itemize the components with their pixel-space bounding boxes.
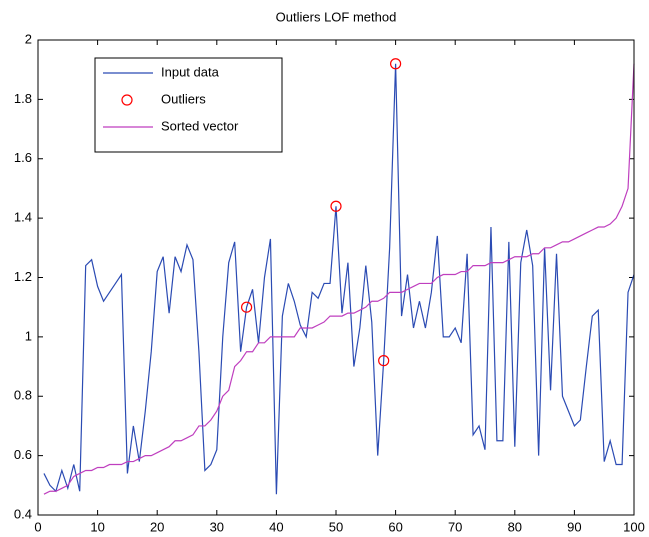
x-tick-label: 70	[448, 519, 462, 534]
line-series	[43, 63, 635, 495]
x-tick-label: 60	[388, 519, 402, 534]
y-tick-label: 0.8	[14, 388, 32, 403]
y-tick-label: 2	[25, 31, 32, 46]
outlier-marker	[241, 301, 253, 313]
x-tick-label: 50	[329, 519, 343, 534]
y-tick-label: 1.6	[14, 150, 32, 165]
x-tick-label: 90	[567, 519, 581, 534]
x-tick-label: 10	[90, 519, 104, 534]
legend-label: Sorted vector	[161, 118, 239, 133]
y-tick-label: 1.2	[14, 269, 32, 284]
x-tick-label: 40	[269, 519, 283, 534]
legend-label: Input data	[161, 64, 220, 79]
x-tick-label: 100	[623, 519, 645, 534]
legend-label: Outliers	[161, 91, 206, 106]
y-tick-label: 1.4	[14, 210, 32, 225]
y-tick-label: 0.6	[14, 447, 32, 462]
y-tick-label: 0.4	[14, 506, 32, 521]
x-tick-label: 20	[150, 519, 164, 534]
chart-title: Outliers LOF method	[276, 9, 397, 24]
line-series	[43, 63, 635, 495]
outlier-marker	[330, 200, 342, 212]
outlier-marker	[390, 58, 402, 70]
y-tick-label: 1.8	[14, 91, 32, 106]
x-tick-label: 30	[210, 519, 224, 534]
outlier-marker	[378, 355, 390, 367]
x-tick-label: 80	[508, 519, 522, 534]
legend-marker	[121, 94, 133, 106]
y-tick-label: 1	[25, 328, 32, 343]
x-tick-label: 0	[34, 519, 41, 534]
axes-box	[37, 39, 635, 516]
